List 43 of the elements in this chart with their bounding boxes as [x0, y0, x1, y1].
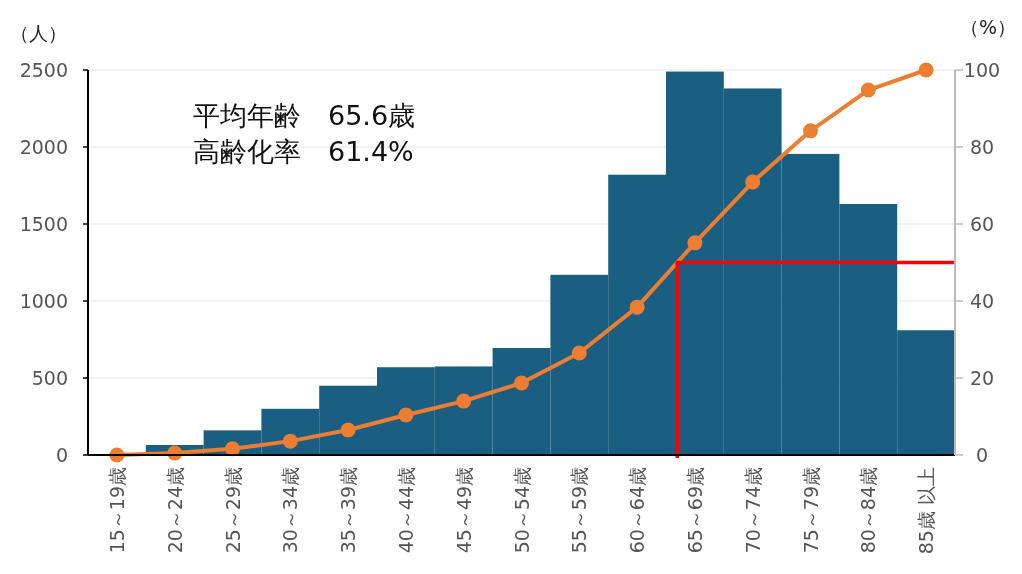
y2-tick-label: 100 — [963, 59, 1001, 81]
y-tick-label: 2500 — [19, 59, 68, 81]
point — [340, 422, 356, 438]
point — [860, 82, 876, 98]
y2-tick-label: 80 — [969, 136, 995, 158]
x-tick-label: 45～49歳 — [452, 467, 475, 554]
x-tick-label: 30～34歳 — [279, 467, 302, 554]
y-tick-label: 1500 — [19, 213, 68, 235]
point — [456, 393, 472, 409]
annotation: 高齢化率 61.4% — [193, 136, 414, 167]
x-tick-label: 75～79歳 — [799, 467, 822, 554]
y2-tick-label: 20 — [969, 367, 995, 389]
point — [282, 433, 298, 449]
y-tick-label: 500 — [31, 367, 68, 389]
x-tick-label: 40～44歳 — [394, 467, 417, 554]
x-tick-label: 15～19歳 — [105, 467, 128, 554]
x-tick-label: 80～84歳 — [857, 467, 880, 554]
point — [629, 299, 645, 315]
y-tick-label: 1000 — [19, 290, 68, 312]
point — [571, 345, 587, 361]
y-axis-title: （人） — [9, 22, 67, 44]
x-tick-label: 20～24歳 — [163, 467, 186, 554]
y2-tick-label: 60 — [969, 213, 995, 235]
annotation: 平均年齢 65.6歳 — [193, 100, 416, 131]
x-tick-label: 25～29歳 — [221, 467, 244, 554]
x-tick-label: 70～74歳 — [741, 467, 764, 554]
x-tick-label: 55～59歳 — [568, 467, 591, 554]
point — [745, 174, 761, 190]
y-tick-label: 0 — [55, 444, 68, 466]
y2-tick-label: 40 — [969, 290, 995, 312]
x-tick-label: 35～39歳 — [337, 467, 360, 554]
x-tick-label: 60～64歳 — [626, 467, 649, 554]
point — [918, 62, 934, 78]
point — [803, 123, 818, 139]
x-tick-label: 50～54歳 — [510, 467, 533, 554]
x-tick-label: 65～69歳 — [683, 467, 706, 554]
y-tick-label: 2000 — [19, 136, 68, 158]
point — [514, 375, 529, 391]
x-tick-label: 85歳 以上 — [915, 467, 938, 555]
y2-tick-label: 0 — [975, 444, 989, 466]
y2-axis-title: （%） — [959, 16, 1017, 38]
point — [687, 235, 703, 251]
point — [398, 407, 414, 423]
